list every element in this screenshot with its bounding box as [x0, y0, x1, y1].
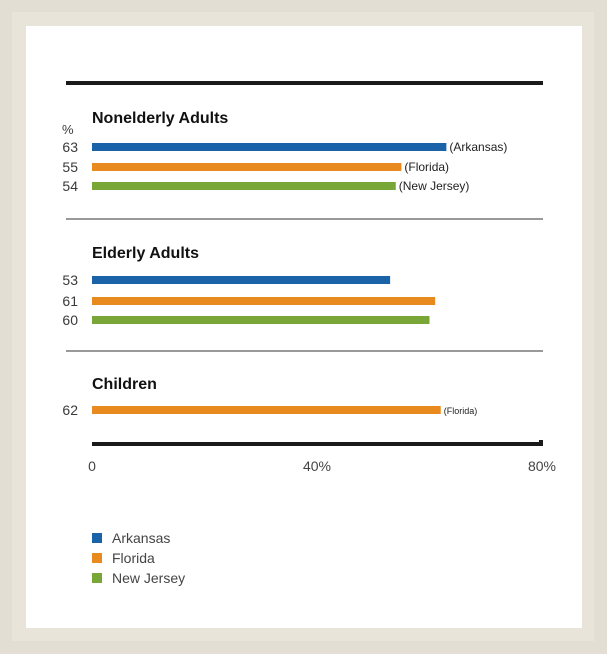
- bar-new-jersey: [92, 316, 430, 324]
- bar-florida: [92, 163, 402, 171]
- unit-label: %: [62, 122, 74, 137]
- bar-new-jersey: [92, 182, 396, 190]
- bar-arkansas: [92, 143, 447, 151]
- legend: Arkansas Florida New Jersey: [92, 528, 185, 588]
- legend-item-new-jersey: New Jersey: [92, 568, 185, 588]
- group-title: Elderly Adults: [92, 245, 199, 262]
- legend-item-florida: Florida: [92, 548, 185, 568]
- value-label: 54: [62, 178, 78, 194]
- x-axis-end-tick: [539, 440, 543, 446]
- chart-card: [26, 26, 582, 628]
- value-label: 60: [62, 312, 78, 328]
- bar-florida: [92, 297, 436, 305]
- bar-annotation: (Florida): [404, 160, 449, 174]
- x-tick-label: 40%: [303, 458, 331, 474]
- x-tick-label: 0: [88, 458, 96, 474]
- bar-arkansas: [92, 276, 391, 284]
- legend-swatch-new-jersey: [92, 573, 102, 583]
- legend-swatch-florida: [92, 553, 102, 563]
- legend-item-arkansas: Arkansas: [92, 528, 185, 548]
- legend-label-florida: Florida: [112, 550, 155, 566]
- value-label: 61: [62, 293, 78, 309]
- group-title: Children: [92, 376, 157, 393]
- value-label: 63: [62, 139, 78, 155]
- bar-annotation: (Florida): [444, 406, 478, 416]
- value-label: 53: [62, 272, 78, 288]
- bar-annotation: (Arkansas): [449, 140, 507, 154]
- x-tick-label: 80%: [528, 458, 556, 474]
- legend-swatch-arkansas: [92, 533, 102, 543]
- bar-annotation: (New Jersey): [399, 179, 470, 193]
- bar-florida: [92, 406, 441, 414]
- value-label: 62: [62, 402, 78, 418]
- value-label: 55: [62, 159, 78, 175]
- legend-label-arkansas: Arkansas: [112, 530, 171, 546]
- group-title: Nonelderly Adults: [92, 110, 228, 127]
- legend-label-new-jersey: New Jersey: [112, 570, 186, 586]
